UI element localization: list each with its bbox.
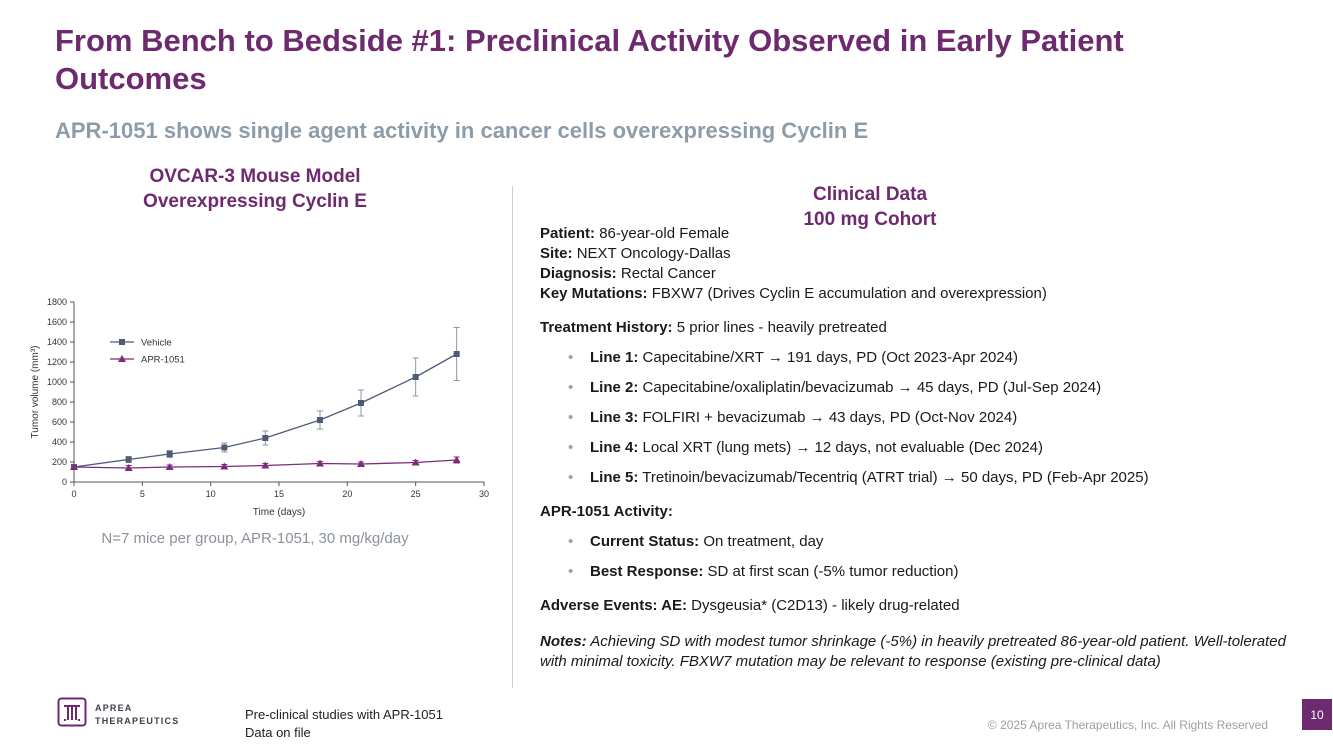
key-mutations-row: Key Mutations: FBXW7 (Drives Cyclin E ac… (540, 284, 1298, 303)
svg-text:10: 10 (206, 489, 216, 499)
page-number-badge: 10 (1302, 699, 1332, 730)
treatment-line-item: Line 4: Local XRT (lung mets) → 12 days,… (540, 438, 1298, 457)
aprea-logo-text: APREA THERAPEUTICS (95, 702, 179, 726)
aprea-logo: APREA THERAPEUTICS (57, 697, 179, 732)
site-row: Site: NEXT Oncology-Dallas (540, 244, 1298, 263)
svg-text:Time (days): Time (days) (253, 507, 305, 518)
clinical-heading-line1: Clinical Data (812, 184, 928, 205)
tumor-volume-chart: 0 200 400 600 800 1000 1200 1400 1600 1800 0 5 10 15 2… (28, 292, 498, 524)
chart-caption: N=7 mice per group, APR-1051, 30 mg/kg/d… (101, 530, 409, 547)
adverse-events-row: Adverse Events: AE: Dysgeusia* (C2D13) -… (540, 596, 1298, 615)
key-mutations-label: Key Mutations: (540, 285, 648, 302)
aprea-logo-line2: THERAPEUTICS (95, 715, 180, 726)
svg-text:Vehicle: Vehicle (141, 338, 172, 349)
treatment-history-value: 5 prior lines - heavily pretreated (676, 319, 887, 336)
svg-text:400: 400 (52, 437, 67, 447)
best-response-label: Best Response: (590, 563, 704, 580)
line1-label: Line 1: (590, 349, 639, 366)
activity-heading: APR-1051 Activity: (540, 503, 673, 520)
adverse-events-text: Dysgeusia* (C2D13) - likely drug-related (691, 597, 960, 614)
chart-title-line1: OVCAR-3 Mouse Model (149, 166, 361, 187)
svg-text:30: 30 (479, 489, 489, 499)
line4-label: Line 4: (590, 439, 639, 456)
svg-text:1000: 1000 (47, 377, 67, 387)
svg-text:1400: 1400 (47, 337, 67, 347)
line2-label: Line 2: (590, 379, 639, 396)
patient-row: Patient: 86-year-old Female (540, 224, 1298, 243)
clinical-heading-line2: 100 mg Cohort (803, 208, 937, 230)
tumor-volume-chart-svg: 0 200 400 600 800 1000 1200 1400 1600 1800 0 5 10 15 2… (30, 297, 489, 518)
chart-title-line2: Overexpressing Cyclin E (143, 190, 367, 212)
svg-text:600: 600 (52, 417, 67, 427)
patient-value: 86-year-old Female (599, 225, 730, 242)
treatment-lines-list: Line 1: Capecitabine/XRT → 191 days, PD … (540, 348, 1298, 487)
line3-label: Line 3: (590, 409, 639, 426)
current-status-label: Current Status: (590, 533, 700, 550)
diagnosis-label: Diagnosis: (540, 265, 617, 282)
site-value: NEXT Oncology-Dallas (576, 245, 731, 262)
svg-text:0: 0 (62, 477, 67, 487)
svg-text:1200: 1200 (47, 357, 67, 367)
page-subtitle: APR-1051 shows single agent activity in … (55, 118, 869, 143)
treatment-history-row: Treatment History: 5 prior lines - heavi… (540, 318, 1298, 337)
svg-text:1600: 1600 (47, 317, 67, 327)
treatment-line-item: Line 1: Capecitabine/XRT → 191 days, PD … (540, 348, 1298, 367)
diagnosis-value: Rectal Cancer (620, 265, 716, 282)
current-status-text: On treatment, day (703, 533, 824, 550)
svg-text:20: 20 (342, 489, 352, 499)
line5-text: Tretinoin/bevacizumab/Tecentriq (ATRT tr… (642, 469, 1149, 486)
diagnosis-row: Diagnosis: Rectal Cancer (540, 264, 1298, 283)
footnote-line1: Pre-clinical studies with APR-1051 (245, 707, 443, 722)
notes-label: Notes: (540, 633, 587, 650)
aprea-logo-icon (57, 697, 87, 732)
page-title: From Bench to Bedside #1: Preclinical Ac… (55, 23, 1124, 96)
svg-text:5: 5 (140, 489, 145, 499)
svg-text:0: 0 (71, 489, 76, 499)
line2-text: Capecitabine/oxaliplatin/bevacizumab → 4… (642, 379, 1102, 396)
svg-text:APR-1051: APR-1051 (141, 355, 185, 366)
best-response-text: SD at first scan (-5% tumor reduction) (707, 563, 959, 580)
line3-text: FOLFIRI + bevacizumab → 43 days, PD (Oct… (642, 409, 1018, 426)
treatment-history-label: Treatment History: (540, 319, 673, 336)
line5-label: Line 5: (590, 469, 639, 486)
footnote-line2: Data on file (245, 724, 311, 740)
vertical-divider (512, 186, 513, 688)
activity-item: Current Status: On treatment, day (540, 532, 1298, 551)
svg-text:200: 200 (52, 457, 67, 467)
svg-text:1800: 1800 (47, 297, 67, 307)
svg-text:15: 15 (274, 489, 284, 499)
activity-item: Best Response: SD at first scan (-5% tum… (540, 562, 1298, 581)
treatment-line-item: Line 3: FOLFIRI + bevacizumab → 43 days,… (540, 408, 1298, 427)
line4-text: Local XRT (lung mets) → 12 days, not eva… (642, 439, 1044, 456)
svg-text:Tumor volume (mm³): Tumor volume (mm³) (30, 346, 41, 439)
svg-text:800: 800 (52, 397, 67, 407)
notes-text: Achieving SD with modest tumor shrinkage… (540, 633, 1286, 670)
clinical-data-heading: Clinical Data 100 mg Cohort (540, 183, 1200, 232)
notes-paragraph: Notes: Achieving SD with modest tumor sh… (540, 632, 1295, 672)
chart-title: OVCAR-3 Mouse Model Overexpressing Cycli… (60, 165, 450, 214)
activity-list: Current Status: On treatment, day Best R… (540, 532, 1298, 581)
copyright-text: © 2025 Aprea Therapeutics, Inc. All Righ… (987, 718, 1268, 732)
line1-text: Capecitabine/XRT → 191 days, PD (Oct 202… (642, 349, 1018, 366)
key-mutations-value: FBXW7 (Drives Cyclin E accumulation and … (651, 285, 1047, 302)
patient-label: Patient: (540, 225, 596, 242)
treatment-line-item: Line 2: Capecitabine/oxaliplatin/bevaciz… (540, 378, 1298, 397)
footer-footnote: Pre-clinical studies with APR-1051 Data … (245, 706, 443, 741)
svg-text:25: 25 (411, 489, 421, 499)
adverse-events-label: Adverse Events: AE: (540, 597, 687, 614)
treatment-line-item: Line 5: Tretinoin/bevacizumab/Tecentriq … (540, 468, 1298, 487)
site-label: Site: (540, 245, 573, 262)
clinical-data-body: Patient: 86-year-old Female Site: NEXT O… (540, 224, 1298, 672)
aprea-logo-line1: APREA (95, 703, 133, 714)
